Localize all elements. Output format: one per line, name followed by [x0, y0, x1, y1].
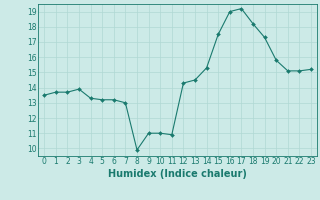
X-axis label: Humidex (Indice chaleur): Humidex (Indice chaleur) — [108, 169, 247, 179]
